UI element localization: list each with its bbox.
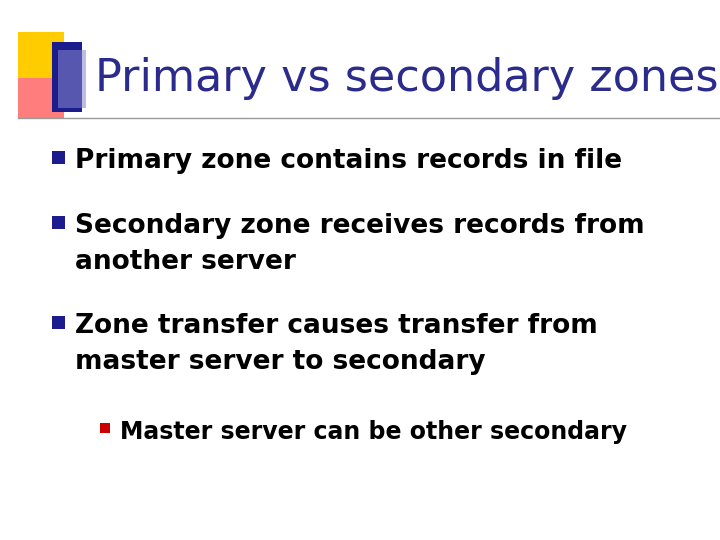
- Bar: [52, 216, 65, 229]
- Bar: [52, 151, 65, 164]
- Text: Primary zone contains records in file: Primary zone contains records in file: [75, 148, 622, 174]
- Bar: [100, 423, 110, 433]
- Text: Primary vs secondary zones: Primary vs secondary zones: [95, 57, 719, 100]
- Bar: [52, 42, 82, 112]
- Text: Zone transfer causes transfer from
master server to secondary: Zone transfer causes transfer from maste…: [75, 313, 598, 375]
- Bar: [58, 50, 86, 108]
- Text: Master server can be other secondary: Master server can be other secondary: [120, 420, 627, 444]
- Text: Secondary zone receives records from
another server: Secondary zone receives records from ano…: [75, 213, 644, 275]
- Bar: [18, 68, 64, 118]
- Bar: [52, 316, 65, 329]
- Bar: [18, 32, 64, 78]
